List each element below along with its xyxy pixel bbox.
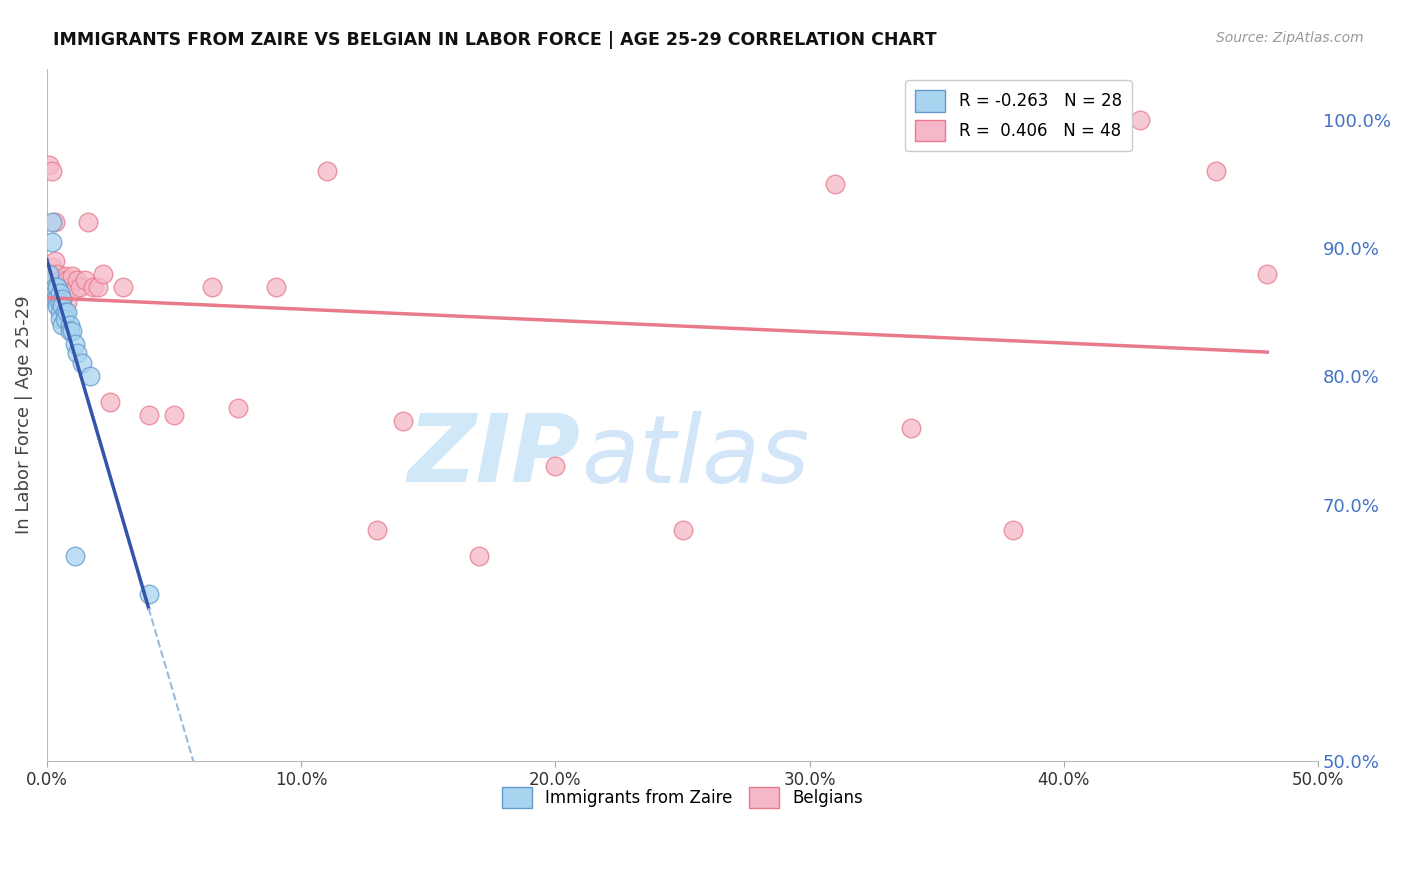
Point [468,549,491,563]
Point [1205,164,1227,178]
Point [41,235,63,249]
Point [66,273,89,287]
Point [48,294,70,309]
Point [41,215,63,229]
Text: atlas: atlas [581,411,808,502]
Point [59,325,82,339]
Point [51,318,73,332]
Point [56,294,79,309]
Point [44,285,66,300]
Point [38,158,60,172]
Text: IMMIGRANTS FROM ZAIRE VS BELGIAN IN LABOR FORCE | AGE 25-29 CORRELATION CHART: IMMIGRANTS FROM ZAIRE VS BELGIAN IN LABO… [53,31,936,49]
Point [46,267,69,281]
Point [51,290,73,304]
Text: Source: ZipAtlas.com: Source: ZipAtlas.com [1216,31,1364,45]
Point [53,305,76,319]
Point [900,420,922,434]
Point [48,293,70,307]
Point [46,293,69,307]
Point [544,459,567,474]
Point [48,305,70,319]
Point [100,395,122,409]
Point [201,279,224,293]
Point [56,305,79,319]
Point [1256,267,1278,281]
Point [38,279,60,293]
Point [824,177,846,191]
Point [82,279,104,293]
Point [671,523,693,537]
Point [366,523,388,537]
Point [51,293,73,307]
Point [53,311,76,326]
Point [48,279,70,293]
Point [38,267,60,281]
Point [59,279,82,293]
Point [59,318,82,332]
Point [315,164,337,178]
Point [91,267,114,281]
Point [264,279,287,293]
Point [163,408,186,422]
Point [1002,523,1025,537]
Point [41,260,63,275]
Point [63,282,86,296]
Point [46,285,69,300]
Point [60,325,83,339]
Point [46,279,69,293]
Point [51,273,73,287]
Point [63,337,86,351]
Point [76,215,98,229]
Y-axis label: In Labor Force | Age 25-29: In Labor Force | Age 25-29 [15,295,32,534]
Point [87,279,110,293]
Point [73,273,96,287]
Point [53,279,76,293]
Point [392,414,415,428]
Point [138,587,160,601]
Point [60,269,83,284]
Point [46,279,69,293]
Point [56,273,79,287]
Text: ZIP: ZIP [408,410,581,502]
Point [48,311,70,326]
Point [44,253,66,268]
Point [46,299,69,313]
Point [44,293,66,307]
Point [112,279,135,293]
Legend: Immigrants from Zaire, Belgians: Immigrants from Zaire, Belgians [495,780,870,815]
Point [44,215,66,229]
Point [1129,112,1152,127]
Point [51,299,73,313]
Point [63,549,86,563]
Point [41,164,63,178]
Point [69,279,91,293]
Point [138,408,160,422]
Point [44,279,66,293]
Point [226,401,249,416]
Point [53,269,76,284]
Point [44,279,66,293]
Point [48,273,70,287]
Point [66,346,89,360]
Point [48,285,70,300]
Point [79,369,101,384]
Point [72,357,94,371]
